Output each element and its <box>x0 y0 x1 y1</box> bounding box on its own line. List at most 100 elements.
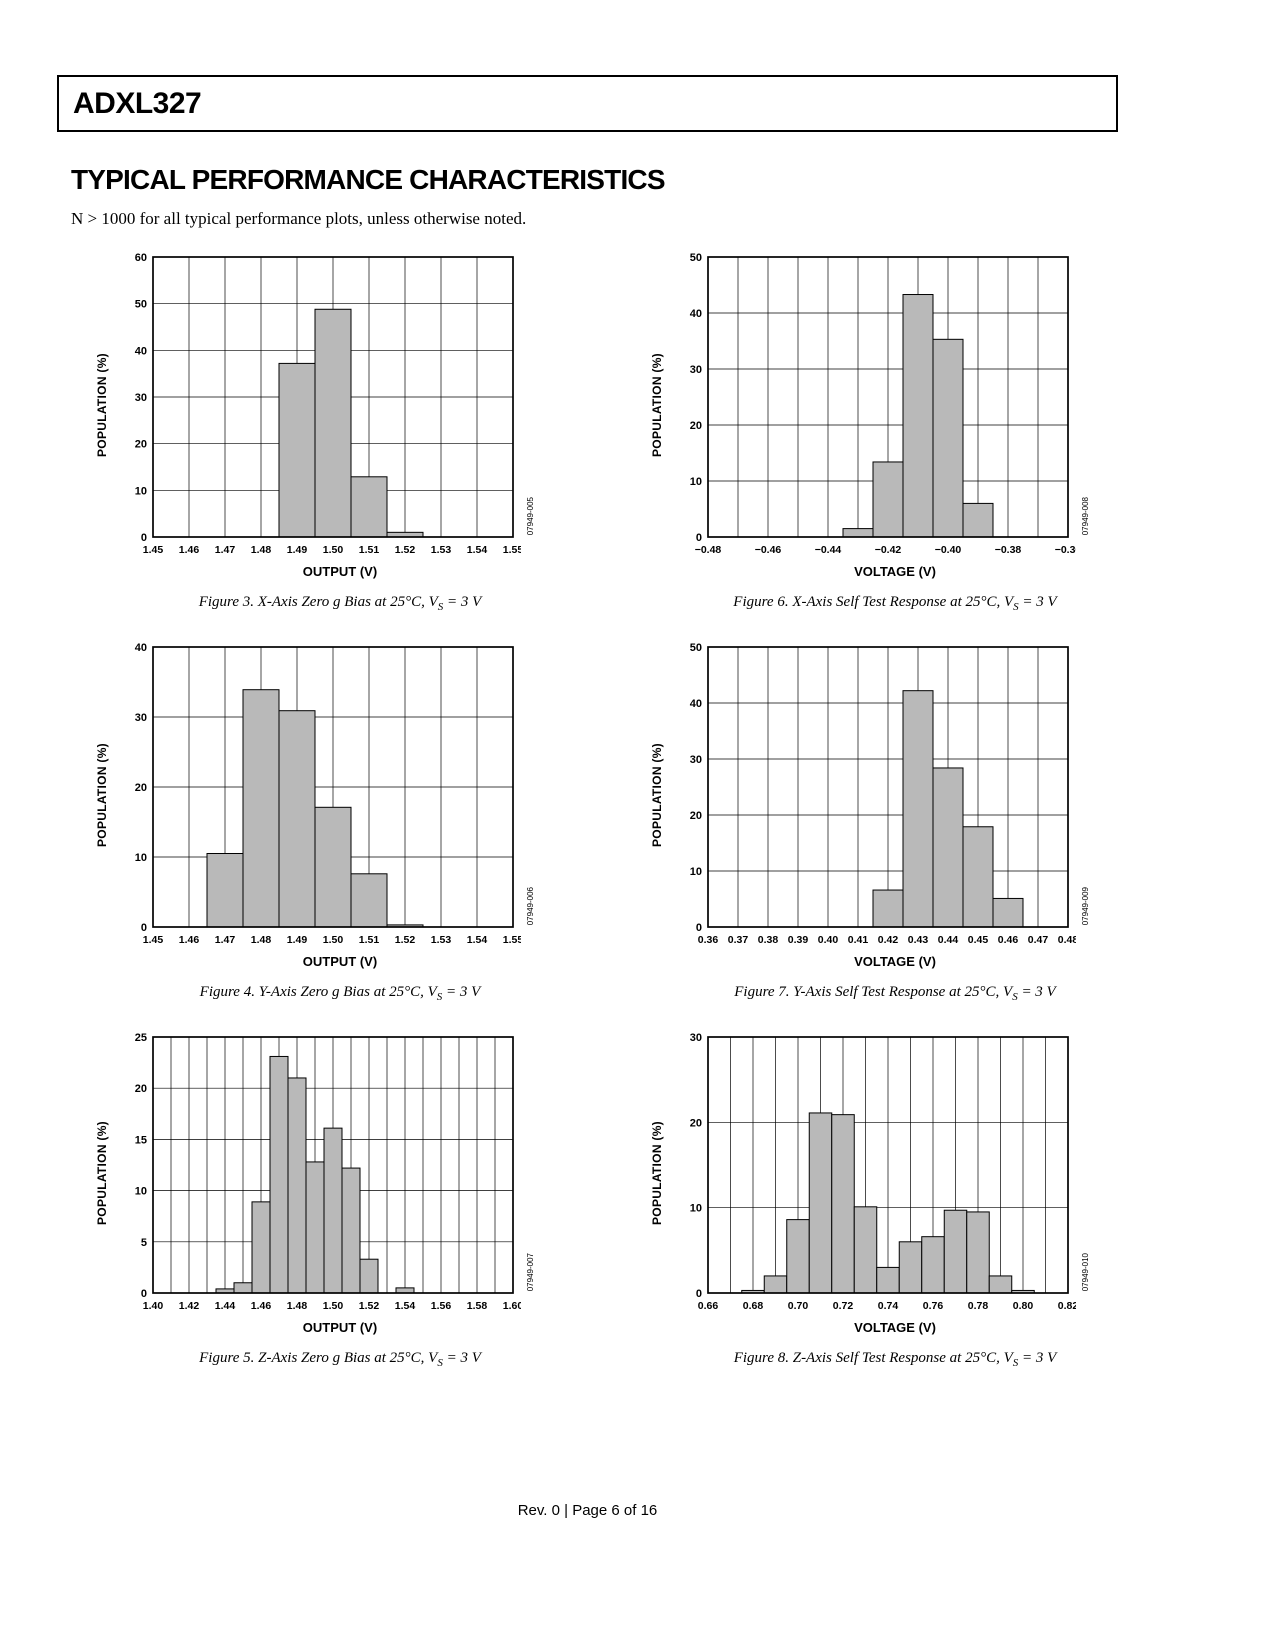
histogram-bar <box>992 897 1024 928</box>
histogram-bar <box>966 1211 990 1294</box>
x-tick-label: 0.38 <box>758 934 779 946</box>
histogram-bar <box>842 528 874 538</box>
x-axis-label: OUTPUT (V) <box>302 564 378 579</box>
x-tick-label: 1.47 <box>215 934 236 946</box>
y-tick-label: 30 <box>690 1032 702 1044</box>
y-axis-label: POPULATION (%) <box>91 637 113 953</box>
x-tick-label: 0.76 <box>923 1300 944 1312</box>
histogram-plot: 0 10 20 30 0.66 0.68 0.70 0.72 0.74 0.76 0.78 0.80 0… <box>690 1032 1076 1312</box>
figure-code: 07949-009 <box>1081 886 1090 925</box>
x-tick-label: 1.55 <box>503 544 521 556</box>
histogram-bar <box>872 461 904 538</box>
y-tick-label: 20 <box>135 439 147 451</box>
histogram-bar <box>876 1266 900 1294</box>
x-tick-label: 1.50 <box>323 1300 344 1312</box>
x-tick-label: −0.44 <box>815 544 842 556</box>
x-tick-label: 0.78 <box>968 1300 989 1312</box>
histogram-bar <box>932 767 964 928</box>
histogram-bar <box>786 1219 810 1294</box>
y-tick-label: 0 <box>141 532 147 544</box>
histogram-bar <box>233 1282 253 1294</box>
histogram-bar <box>763 1275 788 1294</box>
y-tick-label: 20 <box>690 420 702 432</box>
x-tick-label: 1.51 <box>359 544 380 556</box>
figure-caption: Figure 6. X-Axis Self Test Response at 2… <box>733 594 1057 613</box>
x-tick-label: 1.55 <box>503 934 521 946</box>
x-tick-label: 1.54 <box>395 1300 416 1312</box>
y-tick-label: 30 <box>135 392 147 404</box>
y-tick-label: 10 <box>135 485 147 497</box>
figure-block: POPULATION (%) 0 10 20 30 0.66 0.68 0.70 0.72 0.7… <box>646 1027 1090 1369</box>
x-tick-label: 1.45 <box>143 544 164 556</box>
y-tick-label: 20 <box>690 1117 702 1129</box>
plot-row: POPULATION (%) 0 10 20 30 40 50 60 1.45 1.46 1.47 1… <box>91 247 535 563</box>
x-axis-label: OUTPUT (V) <box>302 1320 378 1335</box>
x-tick-label: 1.50 <box>323 544 344 556</box>
histogram-bar <box>278 710 316 928</box>
x-tick-label: 1.53 <box>431 544 452 556</box>
histogram-bar <box>206 853 244 928</box>
x-tick-label: −0.48 <box>695 544 722 556</box>
x-tick-label: 1.48 <box>287 1300 308 1312</box>
histogram-bar <box>305 1161 325 1294</box>
y-axis-label-text: POPULATION (%) <box>95 1121 110 1225</box>
y-axis-label-text: POPULATION (%) <box>650 1121 665 1225</box>
histogram-bar <box>831 1114 855 1294</box>
y-tick-label: 20 <box>135 1083 147 1095</box>
charts-grid: POPULATION (%) 0 10 20 30 40 50 60 1.45 1.46 1.47 1… <box>91 247 1275 1369</box>
x-tick-label: 0.66 <box>698 1300 719 1312</box>
x-tick-label: 1.53 <box>431 934 452 946</box>
histogram-bar <box>359 1258 379 1294</box>
x-tick-label: 0.43 <box>908 934 929 946</box>
y-tick-label: 40 <box>690 698 702 710</box>
y-tick-label: 30 <box>135 712 147 724</box>
x-tick-label: 1.52 <box>395 544 416 556</box>
y-axis-label: POPULATION (%) <box>646 247 668 563</box>
x-tick-label: 0.80 <box>1013 1300 1034 1312</box>
figure-code: 07949-005 <box>526 496 535 535</box>
y-tick-label: 0 <box>141 1288 147 1300</box>
x-tick-label: 0.39 <box>788 934 809 946</box>
x-axis-label: VOLTAGE (V) <box>854 564 936 579</box>
x-tick-label: 0.37 <box>728 934 749 946</box>
figure-block: POPULATION (%) 0 10 20 30 40 50 0.36 0.37 0.38 0.3… <box>646 637 1090 1003</box>
y-axis-label: POPULATION (%) <box>646 637 668 953</box>
histogram-bar <box>242 689 280 928</box>
x-axis-label: OUTPUT (V) <box>302 954 378 969</box>
y-axis-label-text: POPULATION (%) <box>650 353 665 457</box>
plot-row: POPULATION (%) 0 10 20 30 40 1.45 1.46 1.47 1.48 1… <box>91 637 535 953</box>
figure-code: 07949-008 <box>1081 496 1090 535</box>
y-axis-label-text: POPULATION (%) <box>95 743 110 847</box>
histogram-bar <box>314 806 352 928</box>
x-tick-label: 0.48 <box>1058 934 1076 946</box>
plot-row: POPULATION (%) 0 5 10 15 20 25 1.40 1.42 1.44 1.46… <box>91 1027 535 1319</box>
x-tick-label: 0.72 <box>833 1300 854 1312</box>
part-number-box: ADXL327 <box>57 75 1118 132</box>
x-axis-label: VOLTAGE (V) <box>854 1320 936 1335</box>
x-tick-label: 0.47 <box>1028 934 1049 946</box>
x-tick-label: 0.70 <box>788 1300 809 1312</box>
x-tick-label: 1.52 <box>395 934 416 946</box>
y-tick-label: 25 <box>135 1032 147 1044</box>
histogram-plot: 0 10 20 30 40 50 60 1.45 1.46 1.47 1.48 1.49 1.50 1.5… <box>135 252 521 556</box>
histogram-bar <box>962 826 994 928</box>
plot-row: POPULATION (%) 0 10 20 30 40 50 0.36 0.37 0.38 0.3… <box>646 637 1090 953</box>
figure-caption: Figure 8. Z-Axis Self Test Response at 2… <box>733 1350 1057 1369</box>
x-tick-label: 1.54 <box>467 544 488 556</box>
histogram-bar <box>902 294 934 538</box>
figure-block: POPULATION (%) 0 10 20 30 40 50 −0.48 −0.46 −0.44… <box>646 247 1090 613</box>
plot-row: POPULATION (%) 0 10 20 30 40 50 −0.48 −0.46 −0.44… <box>646 247 1090 563</box>
x-tick-label: 1.46 <box>179 934 200 946</box>
y-tick-label: 40 <box>135 345 147 357</box>
y-axis-label: POPULATION (%) <box>91 247 113 563</box>
y-tick-label: 40 <box>690 308 702 320</box>
x-tick-label: 1.60 <box>503 1300 521 1312</box>
histogram-bar <box>251 1201 271 1294</box>
y-tick-label: 0 <box>141 922 147 934</box>
figure-caption: Figure 7. Y-Axis Self Test Response at 2… <box>734 984 1056 1003</box>
figure-block: POPULATION (%) 0 10 20 30 40 1.45 1.46 1.47 1.48 1… <box>91 637 535 1003</box>
y-tick-label: 40 <box>135 642 147 654</box>
histogram-bar <box>287 1077 307 1294</box>
histogram-bar <box>314 308 352 538</box>
histogram-bar <box>872 889 904 928</box>
